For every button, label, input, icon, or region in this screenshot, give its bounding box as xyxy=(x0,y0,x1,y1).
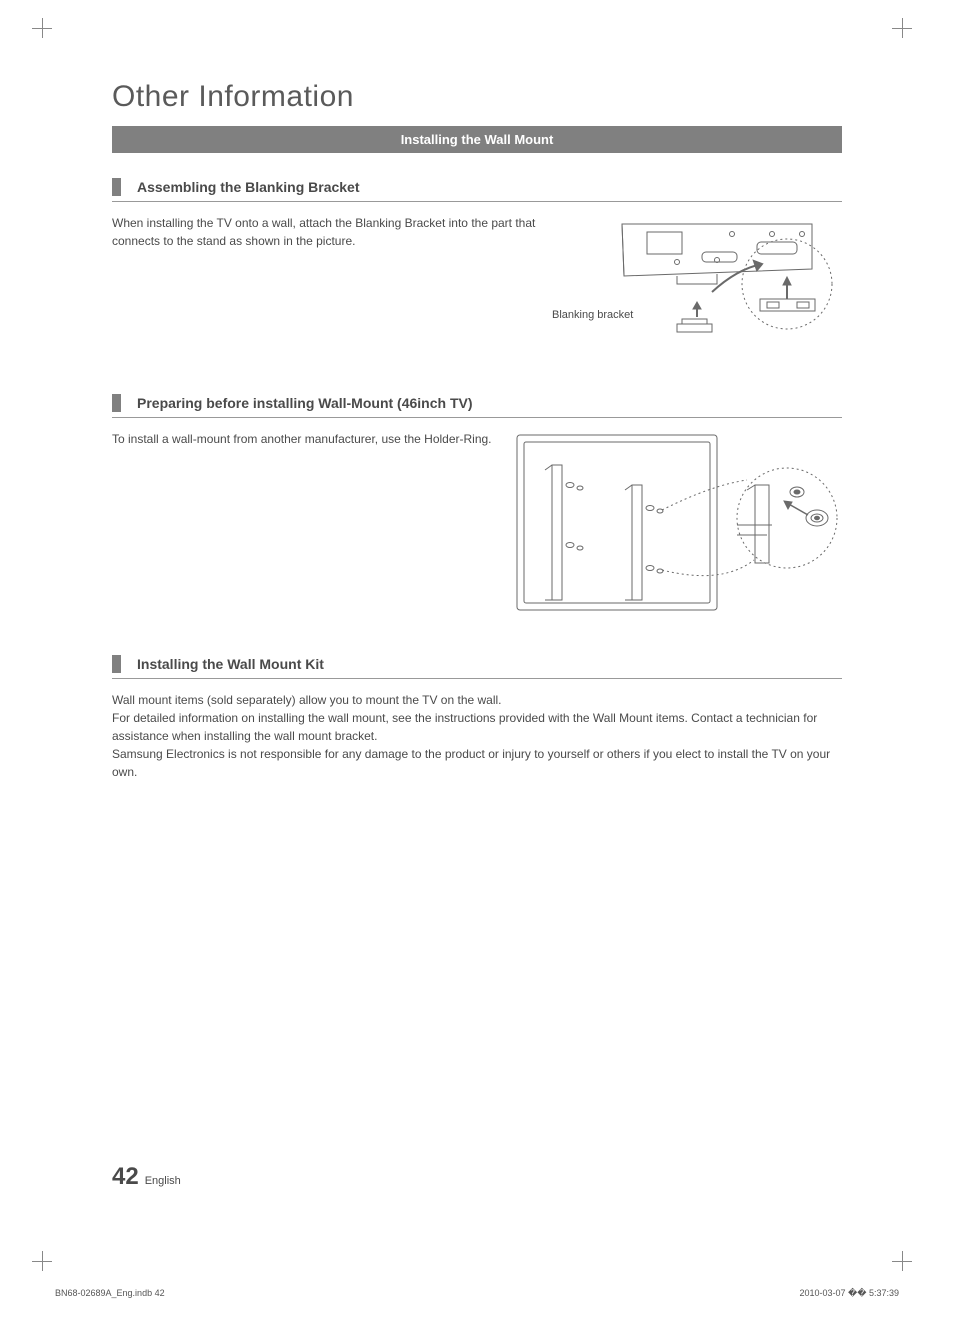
body-text: When installing the TV onto a wall, atta… xyxy=(112,214,542,250)
section-banner: Installing the Wall Mount xyxy=(112,126,842,153)
file-reference: BN68-02689A_Eng.indb 42 xyxy=(55,1288,165,1299)
section-preparing-wall-mount: Preparing before installing Wall-Mount (… xyxy=(112,394,842,625)
diagram-blanking-bracket: Blanking bracket xyxy=(562,214,842,354)
page-footer: 42 English xyxy=(112,1163,181,1191)
crop-mark xyxy=(892,18,912,38)
page-number: 42 xyxy=(112,1163,139,1191)
subheading-row: Installing the Wall Mount Kit xyxy=(112,655,842,679)
crop-mark xyxy=(892,1251,912,1271)
subheading-row: Preparing before installing Wall-Mount (… xyxy=(112,394,842,418)
page-title: Other Information xyxy=(112,80,842,114)
print-timestamp: 2010-03-07 �� 5:37:39 xyxy=(799,1288,899,1299)
subheading: Assembling the Blanking Bracket xyxy=(137,179,360,195)
print-footer: BN68-02689A_Eng.indb 42 2010-03-07 �� 5:… xyxy=(55,1288,899,1299)
section-wall-mount-kit: Installing the Wall Mount Kit Wall mount… xyxy=(112,655,842,781)
subheading-mark-icon xyxy=(112,655,121,673)
subheading: Installing the Wall Mount Kit xyxy=(137,656,324,672)
crop-mark xyxy=(32,1251,52,1271)
page-content: Other Information Installing the Wall Mo… xyxy=(112,80,842,811)
subheading-mark-icon xyxy=(112,178,121,196)
diagram-label: Blanking bracket xyxy=(552,309,633,321)
section-blanking-bracket: Assembling the Blanking Bracket When ins… xyxy=(112,178,842,354)
body-text: To install a wall-mount from another man… xyxy=(112,430,492,448)
body-text: Samsung Electronics is not responsible f… xyxy=(112,745,842,781)
subheading-row: Assembling the Blanking Bracket xyxy=(112,178,842,202)
page-language: English xyxy=(145,1175,181,1187)
subheading: Preparing before installing Wall-Mount (… xyxy=(137,395,473,411)
body-text: For detailed information on installing t… xyxy=(112,709,842,745)
diagram-holder-ring xyxy=(512,430,842,625)
subheading-mark-icon xyxy=(112,394,121,412)
body-text: Wall mount items (sold separately) allow… xyxy=(112,691,842,709)
crop-mark xyxy=(32,18,52,38)
